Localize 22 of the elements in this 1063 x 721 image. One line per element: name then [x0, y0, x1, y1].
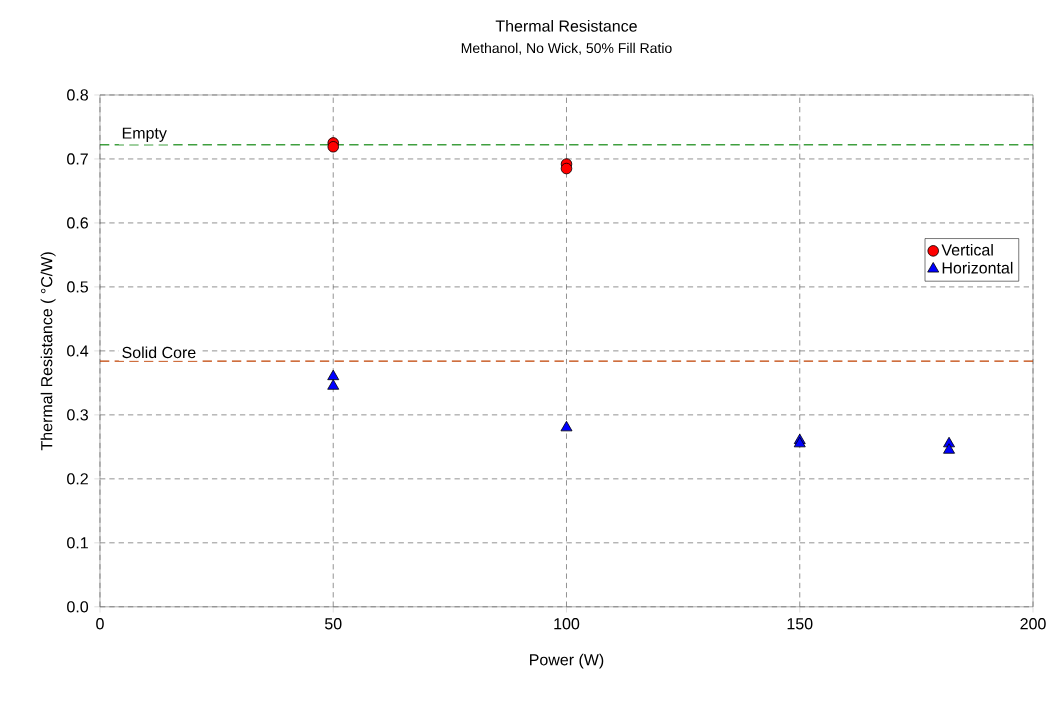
x-tick-label: 50	[324, 618, 342, 630]
y-tick-label: 0.8	[67, 89, 88, 101]
y-tick-label: 0.5	[67, 281, 89, 293]
y-tick-label: 0.3	[67, 409, 88, 421]
ref-line-label: Solid Core	[122, 346, 196, 359]
x-tick-label: 0	[96, 618, 104, 630]
x-axis-title: Power (W)	[530, 653, 604, 669]
y-axis-title: Thermal Resistance ( °C/W)	[40, 252, 56, 451]
x-tick-label: 100	[554, 618, 580, 630]
x-tick-label: 150	[787, 618, 813, 630]
chart-subtitle: Methanol, No Wick, 50% Fill Ratio	[461, 42, 672, 55]
y-tick-label: 0.6	[67, 217, 88, 229]
y-tick-label: 0.0	[67, 601, 89, 613]
y-tick-label: 0.1	[67, 537, 88, 549]
y-tick-label: 0.2	[67, 473, 88, 485]
y-tick-label: 0.7	[67, 153, 88, 165]
legend-label: Horizontal	[942, 261, 1013, 274]
chart-title: Thermal Resistance	[495, 20, 637, 32]
ref-line-label: Empty	[122, 127, 167, 143]
y-tick-label: 0.4	[67, 345, 89, 357]
legend-label: Vertical	[941, 244, 993, 256]
x-tick-label: 200	[1020, 618, 1046, 630]
